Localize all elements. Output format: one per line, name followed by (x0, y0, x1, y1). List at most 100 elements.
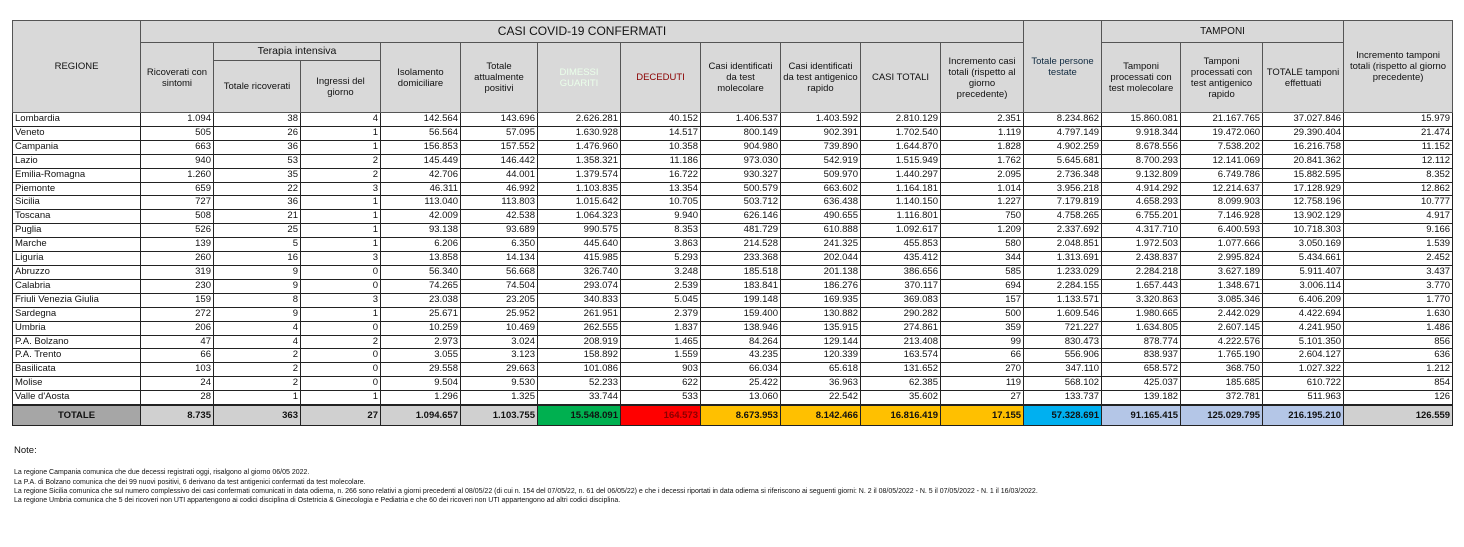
cell-value: 22.542 (780, 390, 861, 406)
cell-value: 65.618 (780, 362, 861, 378)
notes: Note: La regione Campania comunica che d… (14, 446, 1038, 505)
cell-value: 3.085.346 (1180, 292, 1264, 308)
cell-value: 7.146.928 (1180, 209, 1264, 225)
cell-value: 17.128.929 (1262, 181, 1345, 197)
cell-value: 13.858 (380, 251, 461, 266)
cell-value: 340.833 (537, 292, 621, 308)
cell-value: 1.209 (939, 223, 1025, 239)
cell-value: 25.952 (460, 306, 538, 322)
cell-value: 46.311 (380, 181, 461, 197)
cell-value: 13.902.129 (1262, 209, 1345, 225)
cell-value: 135.915 (780, 320, 861, 336)
cell-value: 186.276 (780, 278, 861, 294)
cell-value: 1.014 (939, 181, 1025, 197)
cell-value: 66 (939, 348, 1025, 364)
cell-value: 1.348.671 (1180, 278, 1264, 294)
cell-value: 1.765.190 (1180, 348, 1264, 364)
cell-value: 415.985 (537, 251, 621, 266)
cell-value: 1.119 (939, 125, 1025, 141)
table-row: Calabria 230 9 0 74.265 74.504 293.074 2.539 183… (12, 278, 1454, 294)
cell-value: 1 (300, 306, 381, 322)
table-row: Lombardia 1.094 38 4 142.564 143.696 2.626.281… (12, 112, 1454, 127)
cell-value: 1.762 (939, 153, 1025, 169)
cell-value: 1.064.323 (537, 209, 621, 225)
table-row: Piemonte 659 22 3 46.311 46.992 1.103.835 13.35… (12, 181, 1454, 197)
cell-value: 36 (213, 195, 301, 211)
cell-value: 1 (300, 125, 381, 141)
cell-value: 1 (300, 139, 381, 155)
cell-value: 130.882 (780, 306, 861, 322)
header-deceduti: DECEDUTI (620, 42, 701, 113)
cell-value: 56.564 (380, 125, 461, 141)
cell-value: 5.101.350 (1262, 334, 1345, 350)
cell-value: 126 (1343, 390, 1454, 406)
cell-value: 7.179.819 (1023, 195, 1103, 211)
cell-value: 293.074 (537, 278, 621, 294)
cell-value: 9.132.809 (1101, 167, 1182, 183)
cell-value: 1.094 (140, 112, 214, 127)
cell-value: 1.233.029 (1023, 264, 1103, 280)
cell-value: 261.951 (537, 306, 621, 322)
table-row: Basilicata 103 2 0 29.558 29.663 101.086 903 66.… (12, 362, 1454, 378)
table-row: P.A. Bolzano 47 4 2 2.973 3.024 208.919 1.465 84… (12, 334, 1454, 350)
region-name: TOTALE (12, 404, 141, 427)
cell-value: 2.973 (380, 334, 461, 350)
cell-value: 1.440.297 (860, 167, 941, 183)
cell-value: 2.810.129 (860, 112, 941, 127)
cell-value: 15.979 (1343, 112, 1454, 127)
cell-value: 3 (300, 292, 381, 308)
cell-value: 185.518 (700, 264, 781, 280)
cell-value: 663 (140, 139, 214, 155)
cell-value: 47 (140, 334, 214, 350)
region-name: Valle d'Aosta (12, 390, 141, 406)
cell-value: 363 (213, 404, 301, 427)
cell-value: 10.469 (460, 320, 538, 336)
region-name: Abruzzo (12, 264, 141, 280)
header-terapia-intensiva: Terapia intensiva (213, 42, 381, 61)
cell-value: 3.055 (380, 348, 461, 364)
cell-value: 1.094.657 (380, 404, 461, 427)
header-casi-confermati: CASI COVID-19 CONFERMATI (139, 20, 1025, 43)
cell-value: 1 (300, 223, 381, 239)
cell-value: 17.155 (939, 404, 1025, 427)
cell-value: 12.214.637 (1180, 181, 1264, 197)
cell-value: 42.538 (460, 209, 538, 225)
table-row: Puglia 526 25 1 93.138 93.689 990.575 8.353 481.… (12, 223, 1454, 239)
cell-value: 739.890 (780, 139, 861, 155)
cell-value: 425.037 (1101, 376, 1182, 392)
cell-value: 6.749.786 (1180, 167, 1264, 183)
cell-value: 435.412 (860, 251, 941, 266)
cell-value: 35.602 (860, 390, 941, 406)
cell-value: 13.354 (620, 181, 701, 197)
cell-value: 143.696 (460, 112, 538, 127)
cell-value: 455.853 (860, 237, 941, 253)
cell-value: 40.152 (620, 112, 701, 127)
cell-value: 1.379.574 (537, 167, 621, 183)
covid-table: REGIONE CASI COVID-19 CONFERMATI Totale … (12, 20, 1454, 427)
cell-value: 199.148 (700, 292, 781, 308)
cell-value: 74.504 (460, 278, 538, 294)
cell-value: 2.539 (620, 278, 701, 294)
cell-value: 0 (300, 264, 381, 280)
cell-value: 8.700.293 (1101, 153, 1182, 169)
cell-value: 1.140.150 (860, 195, 941, 211)
cell-value: 2.048.851 (1023, 237, 1103, 253)
cell-value: 878.774 (1101, 334, 1182, 350)
region-name: Puglia (12, 223, 141, 239)
cell-value: 3.320.863 (1101, 292, 1182, 308)
cell-value: 509.970 (780, 167, 861, 183)
cell-value: 24 (140, 376, 214, 392)
cell-value: 610.888 (780, 223, 861, 239)
cell-value: 8 (213, 292, 301, 308)
cell-value: 1.133.571 (1023, 292, 1103, 308)
cell-value: 6.206 (380, 237, 461, 253)
cell-value: 0 (300, 348, 381, 364)
cell-value: 21.474 (1343, 125, 1454, 141)
table-row: Umbria 206 4 0 10.259 10.469 262.555 1.837 138.9… (12, 320, 1454, 336)
cell-value: 854 (1343, 376, 1454, 392)
cell-value: 11.152 (1343, 139, 1454, 155)
cell-value: 1 (300, 209, 381, 225)
note-line: La regione Campania comunica che due dec… (14, 469, 310, 477)
cell-value: 727 (140, 195, 214, 211)
note-line: La regione Sicilia comunica che sul nume… (14, 487, 1038, 495)
